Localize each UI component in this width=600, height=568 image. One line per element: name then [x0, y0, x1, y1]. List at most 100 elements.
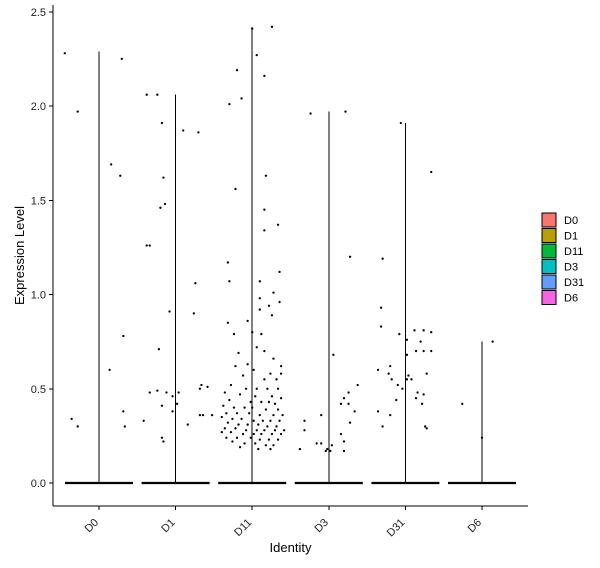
data-point-d11-24: [251, 331, 254, 334]
data-point-d11-71: [261, 419, 264, 422]
data-point-d31-31: [389, 413, 392, 417]
data-point-d1-22: [160, 404, 164, 407]
data-point-d11-55: [222, 404, 225, 407]
legend-swatch-d6: [541, 290, 557, 305]
data-point-d11-76: [246, 423, 249, 426]
data-point-d1-24: [175, 402, 179, 405]
data-point-d11-56: [232, 406, 236, 409]
data-point-d3-21: [329, 449, 332, 453]
data-point-d11-70: [252, 419, 255, 422]
data-point-d11-102: [254, 442, 257, 445]
data-point-d31-3: [379, 306, 383, 309]
data-point-d11-0: [251, 27, 254, 30]
data-point-d1-21: [206, 385, 209, 389]
data-point-d1-30: [160, 436, 164, 439]
data-point-d3-10: [320, 413, 323, 417]
data-point-d11-100: [231, 440, 234, 443]
data-point-d11-64: [258, 413, 261, 417]
data-point-d11-79: [275, 425, 278, 428]
data-point-d1-13: [157, 348, 161, 351]
data-point-d11-97: [258, 438, 261, 441]
data-point-d3-15: [342, 440, 346, 443]
data-point-d0-5: [122, 334, 125, 338]
data-point-d31-26: [422, 393, 425, 396]
data-point-d11-41: [244, 387, 248, 390]
data-point-d1-15: [156, 389, 159, 392]
data-point-d31-29: [420, 402, 424, 405]
y-tick-label-5: 2.5: [31, 7, 46, 19]
legend-label-d0: D0: [564, 215, 578, 227]
data-point-d11-52: [260, 400, 263, 404]
data-point-d31-15: [389, 364, 392, 368]
data-point-d11-12: [278, 270, 281, 274]
data-point-d31-25: [416, 391, 419, 394]
data-point-d11-80: [223, 427, 226, 430]
data-point-d31-13: [405, 353, 409, 356]
data-point-d1-5: [162, 176, 165, 179]
data-point-d1-29: [186, 423, 189, 426]
data-point-d31-7: [430, 331, 433, 334]
data-point-d1-26: [201, 413, 205, 417]
data-point-d11-43: [266, 387, 269, 390]
data-point-d31-18: [407, 374, 410, 377]
data-point-d11-9: [263, 208, 266, 211]
data-point-d11-45: [223, 391, 226, 394]
x-tick-label-d11: D11: [232, 517, 254, 539]
y-tick-label-2: 1.0: [31, 290, 46, 302]
data-point-d1-3: [182, 129, 185, 132]
data-point-d11-44: [276, 387, 280, 390]
data-point-d1-20: [200, 383, 203, 387]
data-point-d11-101: [243, 442, 246, 445]
data-point-d11-91: [260, 432, 263, 436]
data-point-d31-6: [422, 329, 425, 332]
data-point-d11-23: [260, 332, 263, 336]
data-point-d6-0: [491, 340, 494, 343]
data-point-d3-0: [309, 112, 312, 115]
data-point-d11-15: [228, 280, 231, 283]
data-point-d3-3: [332, 353, 335, 356]
data-point-d3-13: [303, 429, 306, 432]
data-point-d11-39: [263, 378, 266, 381]
legend-label-d1: D1: [564, 231, 578, 243]
data-point-d0-1: [120, 57, 123, 61]
axes: 0.0 0.5 1.0 1.5 2.0 2.5 D0 D1 D11 D3 D31 D6 Identity…: [12, 5, 528, 555]
y-axis-title: Expression Level: [12, 206, 27, 305]
data-point-d1-9: [148, 244, 151, 247]
data-point-d31-24: [401, 387, 404, 390]
y-tick-label-3: 1.5: [31, 195, 46, 207]
data-point-d11-73: [278, 419, 281, 422]
data-point-d3-4: [356, 383, 359, 387]
data-point-d11-1: [270, 25, 274, 28]
data-point-d11-62: [235, 412, 239, 415]
data-point-d1-10: [194, 282, 197, 285]
data-point-d11-63: [248, 412, 251, 415]
data-point-d11-106: [257, 447, 260, 451]
data-point-d1-14: [148, 391, 151, 394]
data-point-d11-85: [273, 429, 277, 432]
data-point-d11-57: [243, 406, 246, 409]
data-point-d31-5: [413, 329, 416, 332]
data-point-d11-20: [270, 314, 274, 317]
data-point-d11-25: [226, 321, 230, 324]
data-point-d3-18: [330, 444, 333, 447]
data-point-d31-12: [430, 349, 433, 353]
data-point-d11-31: [272, 357, 275, 360]
data-point-d3-11: [303, 419, 306, 422]
data-point-d11-28: [237, 351, 240, 355]
data-point-d11-89: [241, 432, 245, 436]
data-point-d11-10: [276, 223, 280, 226]
data-point-d11-33: [234, 364, 237, 368]
data-point-d0-9: [123, 425, 126, 428]
data-point-d11-77: [257, 423, 260, 426]
legend-swatch-d11: [541, 243, 557, 259]
data-point-d31-21: [405, 378, 409, 381]
data-point-d11-27: [255, 346, 258, 349]
data-point-d11-16: [272, 291, 275, 294]
data-point-d11-96: [249, 436, 252, 439]
data-point-d11-103: [264, 444, 268, 447]
data-point-d1-12: [192, 312, 195, 315]
data-point-d11-50: [228, 398, 231, 402]
data-point-d0-4: [119, 174, 122, 177]
data-point-d1-0: [145, 93, 148, 96]
